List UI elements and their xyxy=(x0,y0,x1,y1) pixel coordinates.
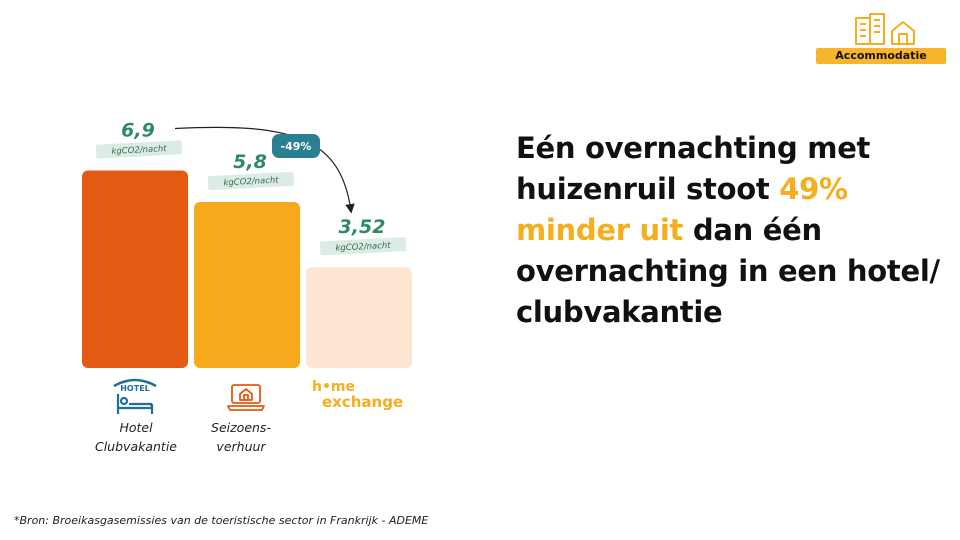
category-label-seasonal: Seizoens- verhuur xyxy=(211,420,271,454)
headline-part2: dan één overnachting in een hotel/ clubv… xyxy=(516,213,940,329)
bar-3 xyxy=(306,267,412,368)
category-label-hotel: Hotel Clubvakantie xyxy=(94,420,177,454)
source-note: *Bron: Broeikasgasemissies van de toeris… xyxy=(14,514,429,527)
unit-label-3: kgCO2/nacht xyxy=(335,241,391,254)
reduction-badge xyxy=(272,134,320,158)
reduction-badge-text: -49% xyxy=(281,140,312,153)
category-badge: Accommodatie xyxy=(816,48,946,64)
value-label-3: 3,52 xyxy=(339,216,386,238)
unit-label-1: kgCO2/nacht xyxy=(111,144,167,157)
hotel-sign-text: HOTEL xyxy=(120,384,150,393)
unit-pill-3 xyxy=(319,237,407,256)
homeexchange-logo: h•me exchange xyxy=(312,380,412,410)
bar-2 xyxy=(194,201,300,368)
bar-1 xyxy=(82,170,188,368)
logo-line2: exchange xyxy=(322,393,404,411)
buildings-house-icon xyxy=(855,13,915,45)
unit-pill-1 xyxy=(95,140,183,159)
unit-pill-2 xyxy=(207,171,295,191)
logo-line1: h•me xyxy=(312,379,355,395)
value-label-2: 5,8 xyxy=(233,151,267,173)
hotel-bed-icon: HOTEL xyxy=(113,378,157,414)
bar-chart: 6,9 kgCO2/nacht 5,8 kgCO2/nacht 3,52 kgCO2/na… xyxy=(82,119,412,368)
value-label-1: 6,9 xyxy=(121,119,155,141)
unit-label-2: kgCO2/nacht xyxy=(223,176,279,189)
headline: Eén overnachting met huizenruil stoot 49… xyxy=(516,128,956,333)
headline-highlight: 49% minder uit xyxy=(516,172,848,247)
headline-part1: Eén overnachting met huizenruil stoot xyxy=(516,131,871,206)
laptop-house-icon xyxy=(227,384,265,411)
